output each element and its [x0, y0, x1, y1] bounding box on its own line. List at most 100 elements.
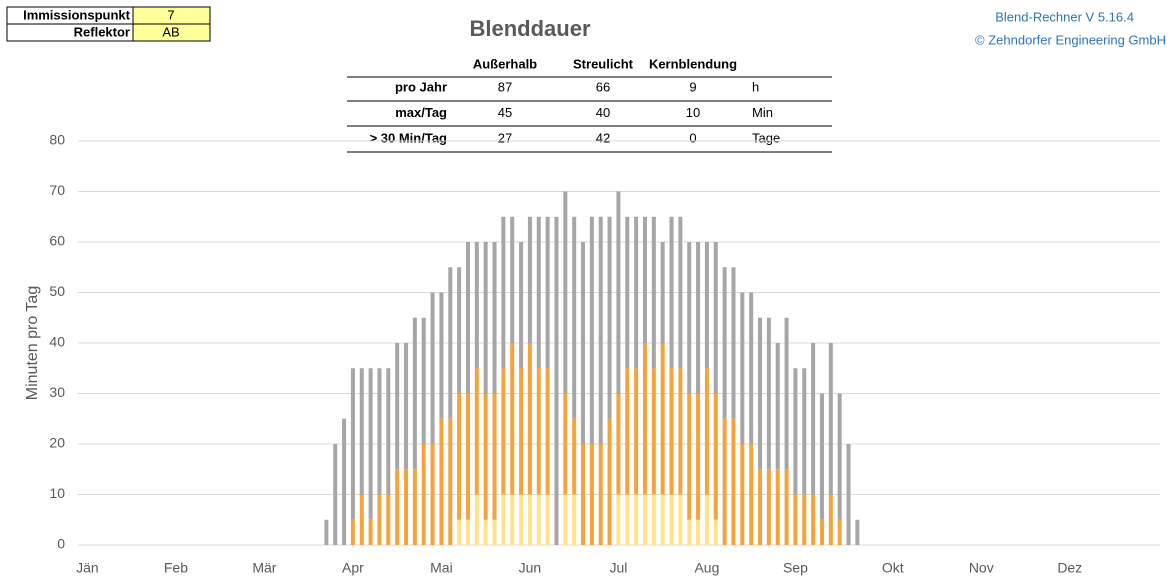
bar-segment [421, 444, 426, 545]
bar-segment [519, 242, 524, 369]
bar-segment [581, 242, 586, 444]
bar-segment [634, 368, 639, 495]
stats-value: 66 [596, 79, 610, 94]
bar-segment [350, 519, 355, 545]
bar-segment [669, 494, 674, 545]
x-tick-label: Mai [430, 560, 453, 576]
bar-segment [377, 368, 382, 495]
bar-segment [749, 444, 754, 545]
bar-segment [669, 368, 674, 495]
bar-segment [793, 494, 798, 545]
bar-segment [696, 519, 701, 545]
stats-value: 27 [498, 130, 512, 145]
bar-segment [731, 418, 736, 545]
bar-segment [793, 368, 798, 495]
bar-segment [669, 216, 674, 369]
x-tick-label: Okt [882, 560, 904, 576]
bar-segment [519, 368, 524, 495]
bar-segment [731, 267, 736, 419]
info-value: AB [162, 24, 179, 39]
bar-segment [572, 216, 577, 419]
bar-segment [740, 444, 745, 545]
bar-segment [589, 216, 594, 444]
bar-segment [828, 343, 833, 495]
bar-segment [412, 317, 417, 470]
cell [132, 23, 211, 42]
bar-segment [687, 393, 692, 520]
stats-unit: h [752, 79, 759, 94]
bar-segment [474, 368, 479, 495]
stats-value: 40 [596, 105, 610, 120]
bar-segment [758, 469, 763, 545]
bar-segment [377, 494, 382, 545]
bar-segment [324, 519, 329, 545]
bar-segment [607, 418, 612, 545]
y-axis-label: Minuten pro Tag [24, 286, 41, 400]
bar-segment [554, 216, 559, 545]
bar-segment [598, 216, 603, 444]
bar-segment [704, 368, 709, 495]
bar-segment [572, 494, 577, 545]
brand-line: Blend-Rechner V 5.16.4 [995, 9, 1134, 24]
stats-header: Außerhalb [473, 56, 537, 71]
bar-segment [342, 418, 347, 545]
bar-segment [563, 494, 568, 545]
stats-unit: Tage [752, 130, 780, 145]
bar-segment [828, 494, 833, 545]
bar-segment [457, 519, 462, 545]
bar-segment [439, 418, 444, 545]
bar-segment [634, 216, 639, 369]
bar-segment [545, 216, 550, 369]
stats-unit: Min [752, 105, 773, 120]
x-tick-label: Aug [694, 560, 719, 576]
bar-segment [483, 519, 488, 545]
bar-segment [704, 242, 709, 369]
y-tick-label: 70 [49, 182, 65, 198]
bar-segment [642, 216, 647, 343]
bar-segment [465, 519, 470, 545]
bar-segment [713, 393, 718, 520]
bar-segment [722, 267, 727, 419]
bar-segment [510, 216, 515, 343]
bar-segment [519, 494, 524, 545]
bar-segment [607, 216, 612, 419]
bar-segment [457, 267, 462, 394]
bar-segment [713, 519, 718, 545]
bar-segment [448, 267, 453, 419]
y-tick-label: 20 [49, 435, 65, 451]
bar-segment [749, 292, 754, 444]
bar-segment [651, 216, 656, 369]
bar-segment [545, 368, 550, 495]
stats-value: 87 [498, 79, 512, 94]
y-tick-label: 80 [49, 132, 65, 148]
bar-segment [722, 418, 727, 545]
bar-segment [678, 494, 683, 545]
x-tick-label: Jän [76, 560, 99, 576]
bar-segment [766, 469, 771, 545]
bar-segment [474, 242, 479, 369]
bar-segment [386, 494, 391, 545]
bar-segment [855, 519, 860, 545]
bar-segment [492, 393, 497, 520]
bar-segment [740, 292, 745, 444]
bar-segment [536, 216, 541, 369]
bar-segment [642, 494, 647, 545]
bar-segment [802, 368, 807, 495]
stats-value: 42 [596, 130, 610, 145]
y-tick-label: 0 [57, 536, 65, 552]
bar-segment [625, 494, 630, 545]
bar-segment [474, 494, 479, 545]
info-label: Immissionspunkt [23, 7, 131, 22]
x-tick-label: Jul [609, 560, 627, 576]
bar-segment [846, 444, 851, 545]
bar-segment [430, 292, 435, 444]
bar-segment [501, 368, 506, 495]
y-tick-label: 10 [49, 485, 65, 501]
y-tick-label: 40 [49, 334, 65, 350]
x-tick-label: Sep [783, 560, 808, 576]
bar-segment [545, 494, 550, 545]
bar-segment [404, 469, 409, 545]
info-table: Immissionspunkt 7 Reflektor AB [6, 6, 211, 42]
bar-segment [501, 216, 506, 369]
